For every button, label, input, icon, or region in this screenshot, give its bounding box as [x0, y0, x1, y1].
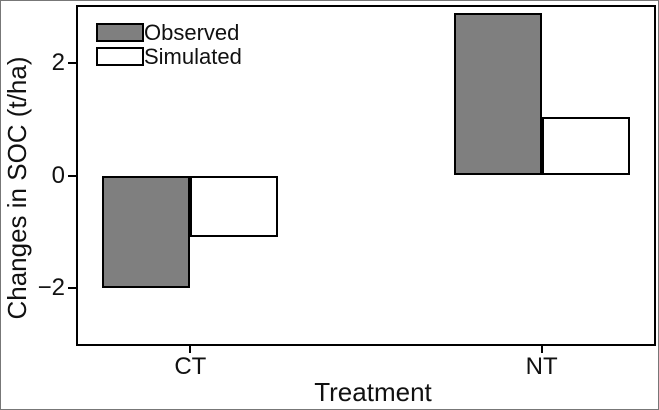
x-axis-title: Treatment: [314, 377, 432, 407]
legend-label-observed: Observed: [144, 20, 240, 45]
legend-row-simulated: Simulated: [96, 44, 242, 69]
x-tick-mark: [189, 346, 192, 353]
plot-area: Observed Simulated: [76, 5, 656, 346]
legend-swatch-simulated-icon: [96, 47, 144, 66]
y-tick-mark: [68, 174, 76, 177]
legend-row-observed: Observed: [96, 20, 242, 45]
legend-label-simulated: Simulated: [144, 44, 242, 69]
x-category-label-nt: NT: [525, 353, 558, 380]
y-tick-mark: [68, 286, 76, 289]
x-category-label-ct: CT: [174, 353, 207, 380]
y-tick-mark: [68, 62, 76, 65]
legend-swatch-observed-icon: [96, 23, 144, 42]
legend: Observed Simulated: [96, 20, 242, 71]
y-axis-title: Changes in SOC (t/ha): [2, 56, 32, 320]
x-tick-mark: [540, 346, 543, 353]
